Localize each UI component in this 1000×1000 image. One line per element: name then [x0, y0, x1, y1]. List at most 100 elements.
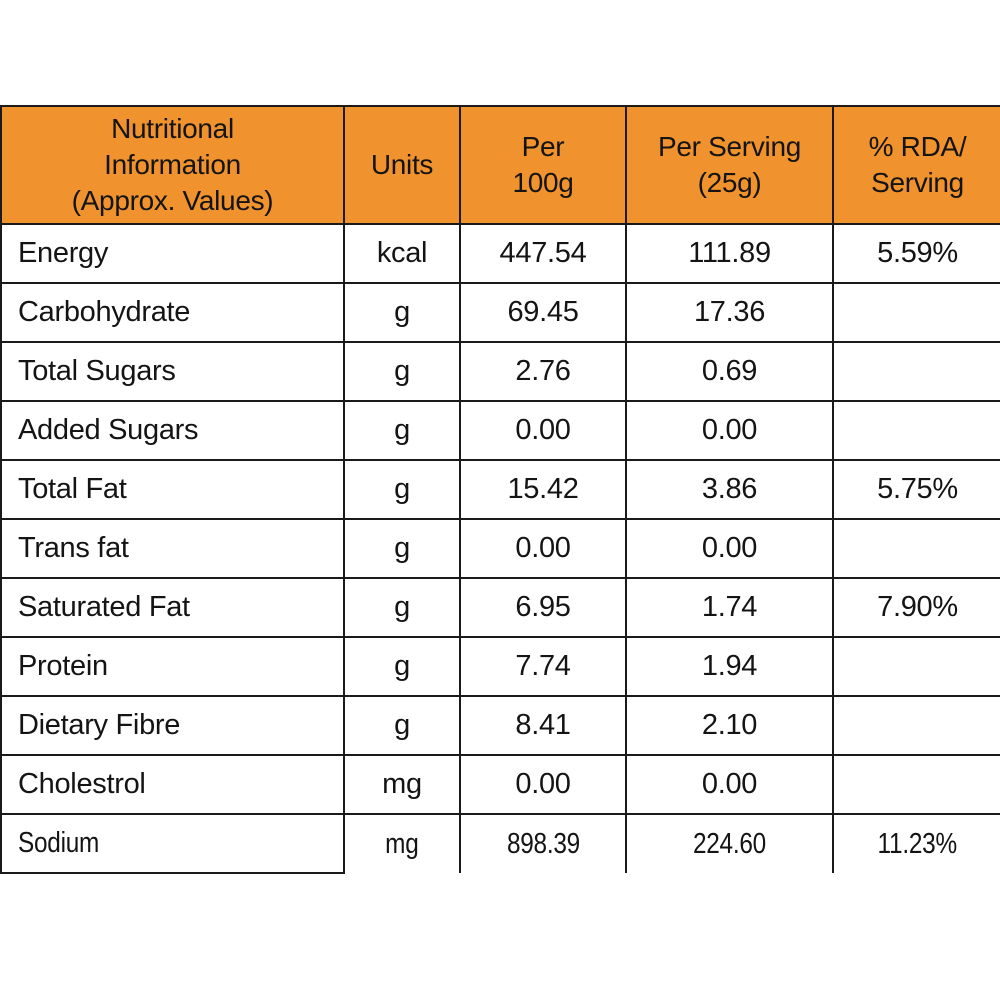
header-rda-serving: % RDA/ Serving: [832, 105, 1000, 225]
unit-value: g: [394, 355, 410, 387]
per-serving-cell: 0.00: [625, 518, 834, 579]
nutrient-label: Saturated Fat: [18, 591, 190, 623]
unit-value: g: [394, 296, 410, 328]
per-100g-cell: 2.76: [459, 341, 627, 402]
per-serving-cell: 2.10: [625, 695, 834, 756]
per-100g-value: 15.42: [507, 473, 579, 505]
rda-cell: [832, 754, 1000, 815]
per-serving-cell: 1.74: [625, 577, 834, 638]
table-row: Added Sugars g 0.00 0.00: [0, 400, 1000, 461]
rda-cell: 11.23%: [832, 813, 1000, 873]
table-row: Protein g 7.74 1.94: [0, 636, 1000, 697]
nutrient-label-cell: Saturated Fat: [0, 577, 345, 638]
unit-value: mg: [382, 768, 422, 800]
nutrient-label-cell: Total Fat: [0, 459, 345, 520]
per-100g-value: 7.74: [515, 650, 571, 682]
nutrient-label-cell: Sodium: [0, 813, 345, 874]
nutrient-label: Total Fat: [18, 473, 127, 505]
rda-cell: [832, 518, 1000, 579]
unit-cell: g: [343, 459, 461, 520]
nutrient-label: Cholestrol: [18, 768, 146, 800]
unit-cell: kcal: [343, 223, 461, 284]
unit-value: g: [394, 414, 410, 446]
rda-cell: [832, 636, 1000, 697]
per-serving-value: 3.86: [701, 473, 758, 505]
per-serving-value: 0.00: [701, 532, 758, 564]
per-100g-value: 447.54: [499, 237, 587, 269]
nutrient-label-cell: Dietary Fibre: [0, 695, 345, 756]
unit-cell: g: [343, 577, 461, 638]
per-serving-cell: 0.69: [625, 341, 834, 402]
table-header: Nutritional Information (Approx. Values)…: [0, 105, 1000, 225]
per-serving-value: 1.74: [701, 591, 758, 623]
unit-cell: g: [343, 518, 461, 579]
unit-value: g: [394, 532, 410, 564]
nutrient-label-cell: Cholestrol: [0, 754, 345, 815]
nutrient-label: Sodium: [18, 827, 100, 859]
per-serving-cell: 0.00: [625, 754, 834, 815]
per-serving-value: 0.00: [701, 414, 758, 446]
nutrient-label-cell: Protein: [0, 636, 345, 697]
table-row: Total Sugars g 2.76 0.69: [0, 341, 1000, 402]
rda-value: 5.75%: [877, 473, 958, 505]
per-100g-cell: 0.00: [459, 754, 627, 815]
rda-cell: [832, 282, 1000, 343]
rda-cell: [832, 400, 1000, 461]
nutrient-label-cell: Energy: [0, 223, 345, 284]
unit-value: g: [394, 473, 410, 505]
nutrient-label: Energy: [18, 237, 109, 269]
table-row: Carbohydrate g 69.45 17.36: [0, 282, 1000, 343]
per-serving-cell: 3.86: [625, 459, 834, 520]
table-body: Energy kcal 447.54 111.89 5.59% Carbohyd…: [0, 223, 1000, 874]
nutrient-label: Carbohydrate: [18, 296, 191, 328]
per-serving-cell: 1.94: [625, 636, 834, 697]
table-row: Saturated Fat g 6.95 1.74 7.90%: [0, 577, 1000, 638]
header-units: Units: [343, 105, 461, 225]
rda-value: 5.59%: [877, 237, 958, 269]
per-serving-value: 2.10: [701, 709, 758, 741]
rda-cell: 5.75%: [832, 459, 1000, 520]
per-100g-value: 2.76: [515, 355, 571, 387]
per-100g-value: 0.00: [515, 532, 571, 564]
nutrient-label: Trans fat: [18, 532, 129, 564]
unit-cell: g: [343, 400, 461, 461]
table-row: Energy kcal 447.54 111.89 5.59%: [0, 223, 1000, 284]
nutrition-table: Nutritional Information (Approx. Values)…: [0, 105, 1000, 874]
per-100g-cell: 7.74: [459, 636, 627, 697]
per-serving-cell: 17.36: [625, 282, 834, 343]
unit-cell: g: [343, 636, 461, 697]
rda-cell: [832, 341, 1000, 402]
table-row: Cholestrol mg 0.00 0.00: [0, 754, 1000, 815]
table-row: Sodium mg 898.39 224.60 11.23%: [0, 813, 1000, 874]
unit-cell: mg: [343, 813, 461, 873]
per-100g-value: 898.39: [506, 827, 580, 860]
per-serving-cell: 224.60: [625, 813, 834, 873]
per-serving-value: 0.00: [701, 768, 758, 800]
nutrient-label-cell: Trans fat: [0, 518, 345, 579]
per-serving-value: 17.36: [693, 296, 766, 328]
nutrient-label: Dietary Fibre: [18, 709, 181, 741]
unit-value: kcal: [376, 237, 428, 269]
unit-cell: mg: [343, 754, 461, 815]
per-serving-value: 224.60: [692, 827, 767, 860]
per-serving-value: 1.94: [701, 650, 758, 682]
unit-cell: g: [343, 341, 461, 402]
unit-cell: g: [343, 282, 461, 343]
per-100g-cell: 0.00: [459, 400, 627, 461]
per-100g-cell: 69.45: [459, 282, 627, 343]
per-100g-cell: 6.95: [459, 577, 627, 638]
per-100g-cell: 447.54: [459, 223, 627, 284]
unit-value: g: [394, 591, 410, 623]
per-100g-cell: 0.00: [459, 518, 627, 579]
header-per-serving: Per Serving (25g): [625, 105, 834, 225]
rda-cell: 7.90%: [832, 577, 1000, 638]
per-100g-value: 69.45: [507, 296, 579, 328]
table-row: Dietary Fibre g 8.41 2.10: [0, 695, 1000, 756]
per-100g-cell: 15.42: [459, 459, 627, 520]
per-serving-cell: 0.00: [625, 400, 834, 461]
per-100g-cell: 898.39: [459, 813, 627, 873]
per-serving-value: 111.89: [688, 237, 771, 269]
rda-value: 7.90%: [877, 591, 958, 623]
nutrient-label: Protein: [18, 650, 108, 682]
rda-value: 11.23%: [877, 827, 958, 860]
